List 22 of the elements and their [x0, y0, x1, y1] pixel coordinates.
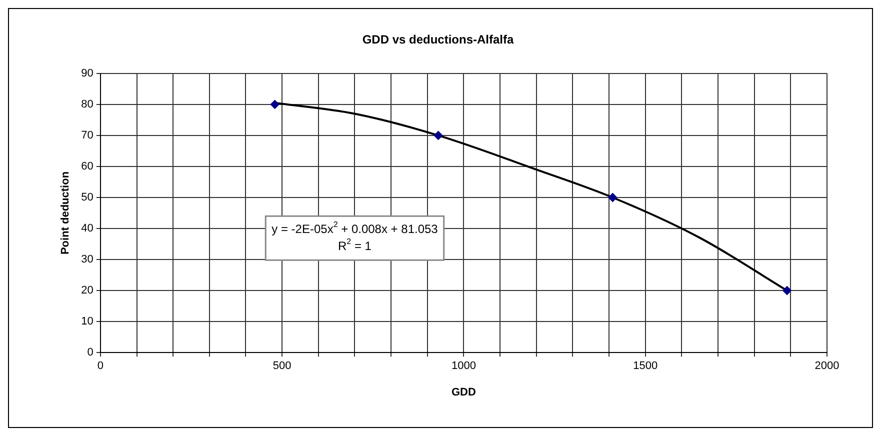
y-tick-label: 80 [81, 98, 94, 110]
point [782, 286, 792, 296]
x-tick-label: 500 [272, 360, 292, 372]
y-tick-label: 40 [81, 222, 94, 235]
y-tick-label: 50 [81, 192, 94, 204]
y-tick-label: 60 [81, 160, 94, 172]
y-tick-label: 20 [81, 284, 94, 297]
point [608, 192, 618, 202]
y-tick-label: 0 [87, 346, 94, 359]
y-tick-label: 10 [81, 316, 94, 328]
x-axis-title: GDD [451, 386, 476, 398]
y-tick-label: 70 [81, 129, 94, 142]
x-tick-label: 1000 [451, 360, 476, 372]
x-tick-label: 0 [97, 360, 104, 372]
x-tick-label: 1500 [633, 360, 658, 372]
chart-title: GDD vs deductions-Alfalfa [362, 32, 514, 47]
y-tick-label: 90 [81, 67, 94, 80]
y-axis-title: Point deduction [60, 171, 72, 255]
point [270, 100, 280, 109]
y-tick-label: 30 [81, 254, 94, 266]
x-tick-label: 2000 [814, 360, 840, 372]
point [434, 130, 443, 140]
